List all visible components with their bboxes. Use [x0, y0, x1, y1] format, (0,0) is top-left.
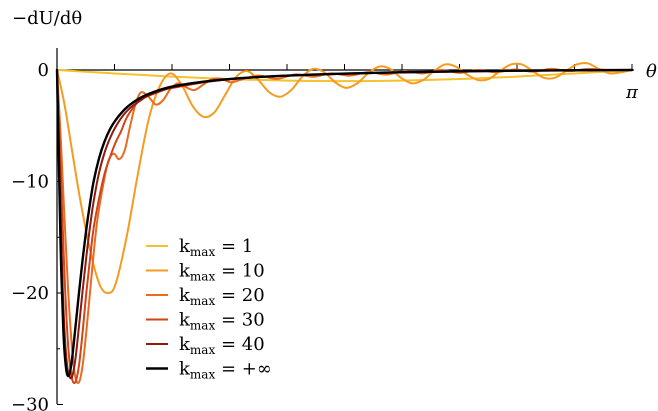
legend-label-sub: max	[190, 270, 216, 284]
legend-label-main: k	[179, 261, 191, 282]
legend-label-1: kmax = 10	[179, 261, 265, 284]
y-ticks: 0 −10 −20 −30	[11, 60, 63, 411]
legend-label-value: = 20	[215, 285, 264, 306]
x-tick-label-pi: π	[625, 82, 639, 103]
legend-label-main: k	[179, 285, 191, 306]
y-tick-label: −10	[11, 172, 49, 193]
y-tick-label: 0	[38, 60, 49, 81]
legend-label-0: kmax = 1	[179, 236, 253, 259]
x-axis-title: θ	[646, 61, 657, 82]
legend-label-2: kmax = 20	[179, 285, 265, 308]
legend-label-value: = 10	[215, 261, 264, 282]
legend-label-main: k	[179, 334, 191, 355]
series-line-4	[56, 69, 634, 380]
legend-label-4: kmax = 40	[179, 334, 265, 357]
legend-label-sub: max	[190, 368, 216, 382]
series-lines	[55, 61, 634, 385]
legend-label-3: kmax = 30	[179, 310, 265, 333]
legend-label-main: k	[179, 359, 191, 380]
legend-label-main: k	[179, 310, 191, 331]
series-line-0	[56, 69, 634, 83]
y-tick-label: −20	[11, 283, 49, 304]
series-line-2	[56, 67, 634, 385]
axes	[56, 48, 634, 404]
series-line-5	[55, 68, 634, 378]
y-tick-label: −30	[11, 395, 49, 411]
legend-label-sub: max	[190, 343, 216, 357]
legend-label-sub: max	[190, 245, 216, 259]
legend-label-value: = +∞	[215, 359, 272, 380]
legend-label-value: = 30	[215, 310, 264, 331]
legend-label-5: kmax = +∞	[179, 359, 272, 382]
legend-label-sub: max	[190, 294, 216, 308]
legend-label-value: = 1	[215, 236, 253, 257]
legend-label-sub: max	[190, 319, 216, 333]
series-line-3	[56, 69, 634, 385]
y-axis-title: −dU/dθ	[12, 8, 82, 29]
legend-label-main: k	[179, 236, 191, 257]
legend-label-value: = 40	[215, 334, 264, 355]
